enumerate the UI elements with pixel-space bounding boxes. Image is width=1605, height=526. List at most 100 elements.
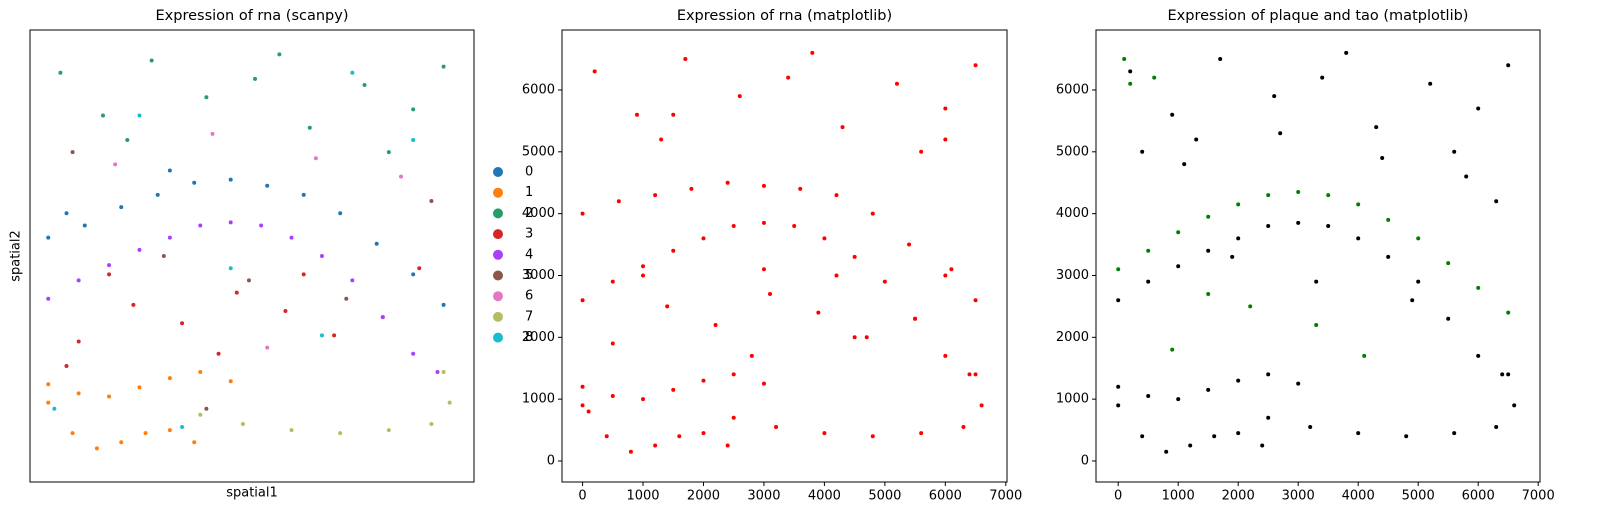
point xyxy=(701,236,706,241)
point xyxy=(1314,279,1319,284)
x-tick-label: 4000 xyxy=(808,489,841,504)
point xyxy=(943,273,948,278)
point xyxy=(137,113,142,118)
x-tick-label: 2000 xyxy=(687,489,720,504)
y-tick-label: 1000 xyxy=(1056,392,1089,407)
point xyxy=(1116,267,1121,272)
legend-label: 3 xyxy=(525,227,533,242)
point xyxy=(441,370,446,375)
point xyxy=(634,112,639,117)
point xyxy=(1206,214,1211,219)
point xyxy=(58,70,63,75)
point xyxy=(435,370,440,375)
point xyxy=(76,278,81,283)
point xyxy=(319,333,324,338)
point xyxy=(131,302,136,307)
x-tick-label: 0 xyxy=(1114,489,1122,504)
point xyxy=(180,321,185,326)
point xyxy=(1410,298,1415,303)
point xyxy=(852,335,857,340)
point xyxy=(283,308,288,313)
point xyxy=(943,137,948,142)
point xyxy=(973,298,978,303)
legend-marker xyxy=(493,167,503,177)
point xyxy=(610,341,615,346)
point xyxy=(411,272,416,277)
axes-frame xyxy=(1095,29,1541,483)
point xyxy=(380,315,385,320)
point xyxy=(870,434,875,439)
point xyxy=(198,223,203,228)
point xyxy=(1362,353,1367,358)
point xyxy=(192,440,197,445)
point xyxy=(46,400,51,405)
point xyxy=(1266,224,1271,229)
legend-marker xyxy=(493,270,503,281)
point xyxy=(143,431,148,436)
point xyxy=(1236,431,1241,436)
x-tick-label: 2000 xyxy=(1222,489,1255,504)
point xyxy=(210,131,215,136)
point xyxy=(653,193,658,198)
point xyxy=(701,378,706,383)
point xyxy=(149,58,154,63)
point xyxy=(1260,443,1265,448)
point xyxy=(1272,94,1277,99)
point xyxy=(864,335,869,340)
point xyxy=(107,263,112,268)
x-tick-label: 0 xyxy=(578,489,586,504)
point xyxy=(76,339,81,344)
point xyxy=(362,82,367,87)
point xyxy=(259,223,264,228)
point xyxy=(653,443,658,448)
point xyxy=(64,211,69,216)
legend-label: 6 xyxy=(525,289,533,304)
point xyxy=(1146,394,1151,399)
legend-marker xyxy=(493,332,503,343)
point xyxy=(167,168,172,173)
point xyxy=(46,235,51,240)
point xyxy=(713,322,718,327)
point xyxy=(943,106,948,111)
chart-title: Expression of rna (scanpy) xyxy=(156,8,349,24)
point xyxy=(659,137,664,142)
point xyxy=(76,391,81,396)
point xyxy=(677,434,682,439)
point xyxy=(1266,372,1271,377)
point xyxy=(240,421,245,426)
point xyxy=(1356,431,1361,436)
point xyxy=(1326,224,1331,229)
y-tick-label: 2000 xyxy=(1056,330,1089,345)
point xyxy=(386,428,391,433)
point xyxy=(1212,434,1217,439)
legend-label: 0 xyxy=(525,165,533,180)
point xyxy=(119,205,124,210)
legend-label: 5 xyxy=(525,268,533,283)
point xyxy=(792,224,797,229)
point xyxy=(100,113,105,118)
point xyxy=(253,76,258,81)
point xyxy=(417,266,422,271)
point xyxy=(913,316,918,321)
point xyxy=(289,428,294,433)
point xyxy=(228,220,233,225)
point xyxy=(592,69,597,74)
x-tick-label: 7000 xyxy=(989,489,1022,504)
point xyxy=(1116,403,1121,408)
point xyxy=(774,424,779,429)
point xyxy=(1386,254,1391,259)
point xyxy=(1146,279,1151,284)
point xyxy=(180,425,185,430)
y-tick-label: 6000 xyxy=(522,82,555,97)
point xyxy=(852,254,857,259)
point xyxy=(1506,372,1511,377)
point xyxy=(943,353,948,358)
point xyxy=(234,290,239,295)
point xyxy=(411,351,416,356)
point xyxy=(671,112,676,117)
legend-label: 4 xyxy=(525,247,533,262)
point xyxy=(167,428,172,433)
point xyxy=(1140,149,1145,154)
point xyxy=(1176,230,1181,235)
legend-label: 1 xyxy=(525,185,533,200)
